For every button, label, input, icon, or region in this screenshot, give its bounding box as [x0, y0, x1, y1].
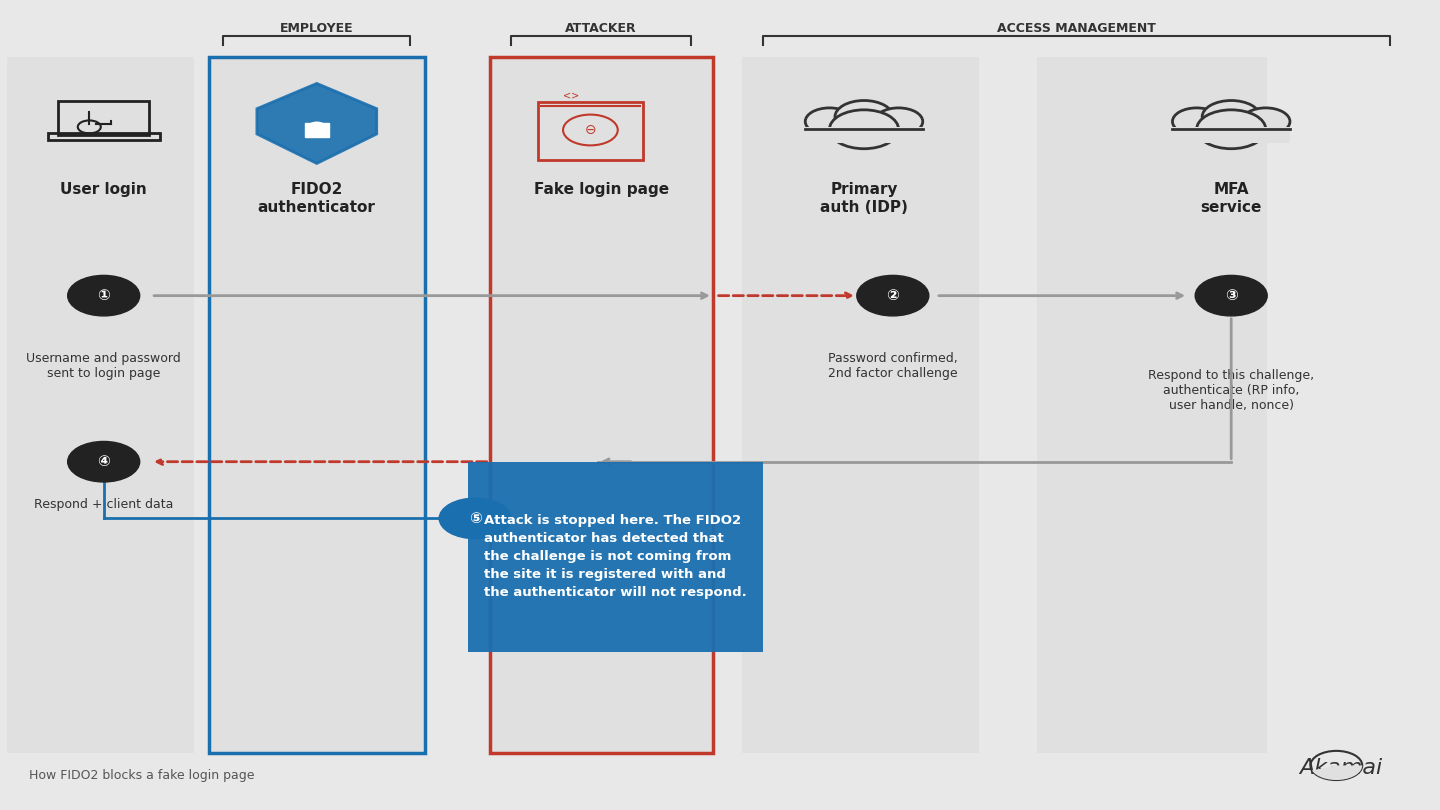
- FancyBboxPatch shape: [805, 127, 923, 143]
- Text: ATTACKER: ATTACKER: [566, 22, 636, 35]
- FancyBboxPatch shape: [7, 57, 194, 753]
- Circle shape: [1197, 110, 1266, 149]
- Text: User login: User login: [60, 182, 147, 198]
- Text: EMPLOYEE: EMPLOYEE: [279, 22, 354, 35]
- Text: <>: <>: [563, 90, 579, 100]
- Text: Respond to this challenge,
authenticate (RP info,
user handle, nonce): Respond to this challenge, authenticate …: [1148, 369, 1315, 411]
- Circle shape: [835, 100, 893, 133]
- FancyBboxPatch shape: [742, 57, 979, 753]
- Text: ③: ③: [1225, 288, 1237, 303]
- Text: Username and password
sent to login page: Username and password sent to login page: [26, 352, 181, 381]
- FancyBboxPatch shape: [490, 57, 713, 753]
- FancyBboxPatch shape: [490, 57, 713, 753]
- Text: ⊖: ⊖: [585, 123, 596, 137]
- Wedge shape: [1312, 765, 1362, 780]
- Polygon shape: [256, 83, 377, 164]
- Text: ⑤: ⑤: [469, 511, 481, 526]
- FancyBboxPatch shape: [1037, 57, 1267, 753]
- Text: ①: ①: [98, 288, 109, 303]
- Circle shape: [1202, 100, 1260, 133]
- Circle shape: [68, 275, 140, 316]
- Circle shape: [439, 498, 511, 539]
- FancyBboxPatch shape: [209, 57, 425, 753]
- Circle shape: [805, 108, 854, 135]
- Text: MFA
service: MFA service: [1201, 182, 1261, 215]
- Text: How FIDO2 blocks a fake login page: How FIDO2 blocks a fake login page: [29, 769, 255, 782]
- Circle shape: [874, 108, 923, 135]
- Circle shape: [68, 441, 140, 482]
- Text: Akamai: Akamai: [1299, 757, 1382, 778]
- FancyBboxPatch shape: [468, 462, 763, 652]
- Text: ④: ④: [98, 454, 109, 469]
- Circle shape: [1195, 275, 1267, 316]
- FancyBboxPatch shape: [305, 123, 328, 137]
- Text: Primary
auth (IDP): Primary auth (IDP): [819, 182, 909, 215]
- Circle shape: [829, 110, 899, 149]
- Text: ②: ②: [887, 288, 899, 303]
- FancyBboxPatch shape: [209, 57, 425, 753]
- Text: FIDO2
authenticator: FIDO2 authenticator: [258, 182, 376, 215]
- Circle shape: [1172, 108, 1221, 135]
- Circle shape: [1241, 108, 1290, 135]
- Text: ACCESS MANAGEMENT: ACCESS MANAGEMENT: [996, 22, 1156, 35]
- Text: Respond + client data: Respond + client data: [35, 498, 173, 511]
- FancyBboxPatch shape: [1172, 127, 1290, 143]
- Text: Fake login page: Fake login page: [534, 182, 670, 198]
- Text: Password confirmed,
2nd factor challenge: Password confirmed, 2nd factor challenge: [828, 352, 958, 381]
- Text: Attack is stopped here. The FIDO2
authenticator has detected that
the challenge : Attack is stopped here. The FIDO2 authen…: [484, 514, 747, 599]
- Circle shape: [857, 275, 929, 316]
